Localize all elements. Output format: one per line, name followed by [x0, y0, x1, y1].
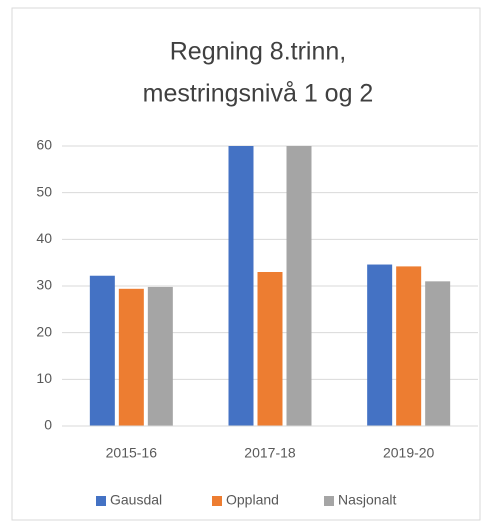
y-tick-label: 60	[36, 137, 52, 153]
y-tick-label: 0	[44, 417, 52, 433]
legend-label: Nasjonalt	[338, 492, 396, 508]
legend-label: Oppland	[226, 492, 279, 508]
legend-swatch	[324, 496, 334, 506]
x-tick-label: 2019-20	[383, 445, 435, 461]
bar	[425, 281, 451, 426]
y-tick-label: 20	[36, 323, 52, 339]
bar	[89, 275, 115, 426]
chart-title: mestringsnivå 1 og 2	[143, 80, 374, 108]
bar	[396, 266, 422, 426]
bar	[228, 146, 254, 426]
legend-swatch	[212, 496, 222, 506]
legend-swatch	[96, 496, 106, 506]
x-tick-label: 2015-16	[106, 445, 158, 461]
y-tick-label: 50	[36, 183, 52, 199]
y-tick-label: 10	[36, 370, 52, 386]
x-tick-label: 2017-18	[244, 445, 296, 461]
legend-label: Gausdal	[110, 492, 162, 508]
bar	[118, 288, 144, 426]
bar	[257, 272, 283, 426]
chart-title: Regning 8.trinn,	[170, 38, 347, 66]
y-tick-label: 30	[36, 277, 52, 293]
bar	[367, 264, 393, 426]
y-tick-label: 40	[36, 230, 52, 246]
bar	[286, 146, 312, 426]
bar	[147, 286, 173, 426]
